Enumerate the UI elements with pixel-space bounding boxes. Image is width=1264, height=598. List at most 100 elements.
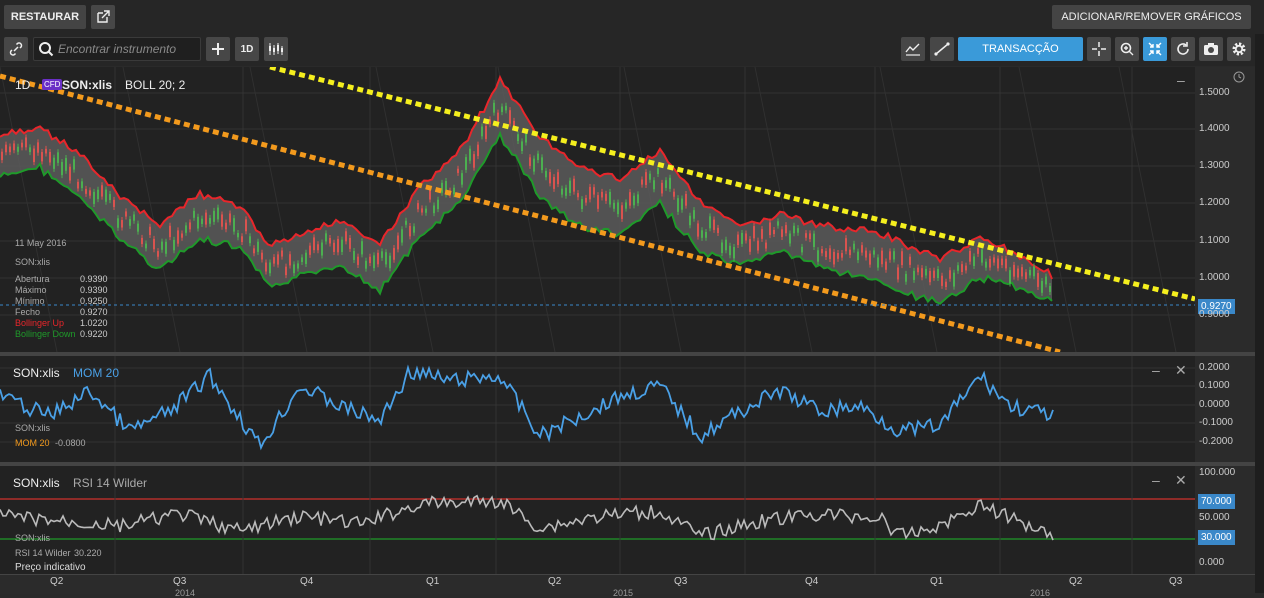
info-value: 0.9390 (80, 285, 108, 295)
scale-label: 1.1000 (1199, 235, 1230, 246)
info-label: Mínimo (15, 296, 45, 306)
rsi-lower-level-badge: 30.000 (1198, 530, 1235, 545)
external-link-icon (97, 10, 110, 23)
scale-label: 100.000 (1199, 467, 1236, 478)
info-value: 0.9390 (80, 274, 108, 284)
info-label: Abertura (15, 274, 50, 284)
main-indicator: BOLL 20; 2 (125, 78, 186, 92)
quarter-label: Q3 (674, 576, 688, 587)
instrument-search[interactable] (33, 37, 201, 61)
fit-button[interactable] (1143, 37, 1167, 61)
info-value: 0.9220 (80, 329, 108, 339)
info-label: Bollinger Up (15, 318, 65, 328)
panel-divider[interactable] (0, 462, 1255, 466)
mom-legend-label: MOM 20 (15, 438, 50, 448)
search-input[interactable] (56, 41, 196, 57)
interval-button[interactable]: 1D (235, 37, 259, 61)
rsi-legend-label: RSI 14 Wilder (15, 548, 71, 558)
crosshair-button[interactable] (1087, 37, 1111, 61)
scale-label: -0.1000 (1199, 417, 1233, 428)
rsi-line (0, 494, 1054, 541)
scale-label: 1.0000 (1199, 272, 1230, 283)
info-value: 0.9250 (80, 296, 108, 306)
add-remove-charts-button[interactable]: ADICIONAR/REMOVER GRÁFICOS (1052, 5, 1251, 29)
rsi-chart-svg (0, 466, 1195, 574)
main-chart-svg (0, 67, 1195, 352)
scale-label: 50.000 (1199, 512, 1230, 523)
orange-trendline[interactable] (0, 73, 1061, 352)
main-interval: 1D (15, 78, 31, 92)
link-button[interactable] (4, 37, 28, 61)
scale-label: 1.2000 (1199, 197, 1230, 208)
mom-chart-svg (0, 356, 1195, 462)
settings-button[interactable] (1227, 37, 1251, 61)
rsi-axis[interactable] (1195, 466, 1255, 574)
quarter-label: Q1 (930, 576, 944, 587)
compress-icon (1148, 42, 1162, 56)
bollinger-upper (0, 74, 1053, 280)
bollinger-lower (0, 130, 1053, 305)
year-label: 2014 (175, 588, 196, 598)
transaction-button[interactable]: TRANSACÇÃO (958, 37, 1083, 61)
indicators-button[interactable] (901, 37, 925, 61)
info-date: 11 May 2016 (15, 238, 67, 248)
quarter-label: Q4 (805, 576, 819, 587)
draw-line-button[interactable] (930, 37, 954, 61)
chart-type-button[interactable] (264, 37, 288, 61)
mom-line (0, 364, 1054, 451)
info-value: 1.0220 (80, 318, 108, 328)
year-label: 2016 (1030, 588, 1051, 598)
scale-label: -0.2000 (1199, 436, 1233, 447)
quarter-label: Q2 (1069, 576, 1083, 587)
main-instrument: SON:xlis (62, 78, 113, 92)
quarter-label: Q2 (548, 576, 562, 587)
rsi-legend-symbol: SON:xlis (15, 533, 51, 543)
scale-label: 0.9000 (1199, 309, 1230, 320)
add-button[interactable] (206, 37, 230, 61)
mom-close-icon[interactable]: ✕ (1175, 362, 1187, 378)
quarter-label: Q2 (50, 576, 64, 587)
rsi-minimize-icon[interactable]: – (1152, 472, 1160, 488)
mom-axis[interactable] (1195, 356, 1255, 462)
zoom-button[interactable] (1115, 37, 1139, 61)
restore-button[interactable]: RESTAURAR (4, 5, 86, 29)
zoom-in-icon (1120, 42, 1134, 56)
info-label: Bollinger Down (15, 329, 76, 339)
candlestick-icon (269, 43, 283, 55)
gear-icon (1232, 42, 1246, 56)
rsi-upper-level-badge: 70.000 (1198, 494, 1235, 509)
panel-divider[interactable] (0, 352, 1255, 356)
info-value: 0.9270 (80, 307, 108, 317)
crosshair-icon (1092, 42, 1106, 56)
trendline-icon (934, 42, 950, 56)
mom-indicator: MOM 20 (73, 366, 120, 380)
last-price-badge: 0.9270 (1198, 299, 1235, 314)
bollinger-fill (0, 77, 1052, 304)
clock-icon[interactable] (1233, 71, 1245, 86)
mom-instrument: SON:xlis (13, 366, 60, 380)
rsi-close-icon[interactable]: ✕ (1175, 472, 1187, 488)
quarter-label: Q1 (426, 576, 440, 587)
search-icon (39, 42, 54, 57)
year-label: 2015 (613, 588, 634, 598)
mom-minimize-icon[interactable]: – (1152, 362, 1160, 378)
rsi-indicator: RSI 14 Wilder (73, 476, 148, 490)
yellow-trendline[interactable] (269, 67, 1195, 302)
refresh-button[interactable] (1171, 37, 1195, 61)
info-label: Fecho (15, 307, 41, 317)
scale-label: 1.5000 (1199, 87, 1230, 98)
popout-button[interactable] (91, 5, 115, 29)
mom-legend-value: -0.0800 (55, 438, 86, 448)
refresh-icon (1177, 42, 1189, 55)
rsi-instrument: SON:xlis (13, 476, 60, 490)
info-label: Máximo (15, 285, 47, 295)
price-note: Preço indicativo (15, 562, 86, 573)
main-collapse-icon[interactable]: – (1177, 72, 1185, 88)
time-axis[interactable] (0, 574, 1255, 594)
quarter-label: Q4 (300, 576, 314, 587)
cfd-badge: CFD (42, 79, 63, 90)
info-symbol: SON:xlis (15, 257, 51, 267)
scale-label: 0.2000 (1199, 362, 1230, 373)
indicator-chart-icon (905, 43, 920, 56)
screenshot-button[interactable] (1199, 37, 1223, 61)
